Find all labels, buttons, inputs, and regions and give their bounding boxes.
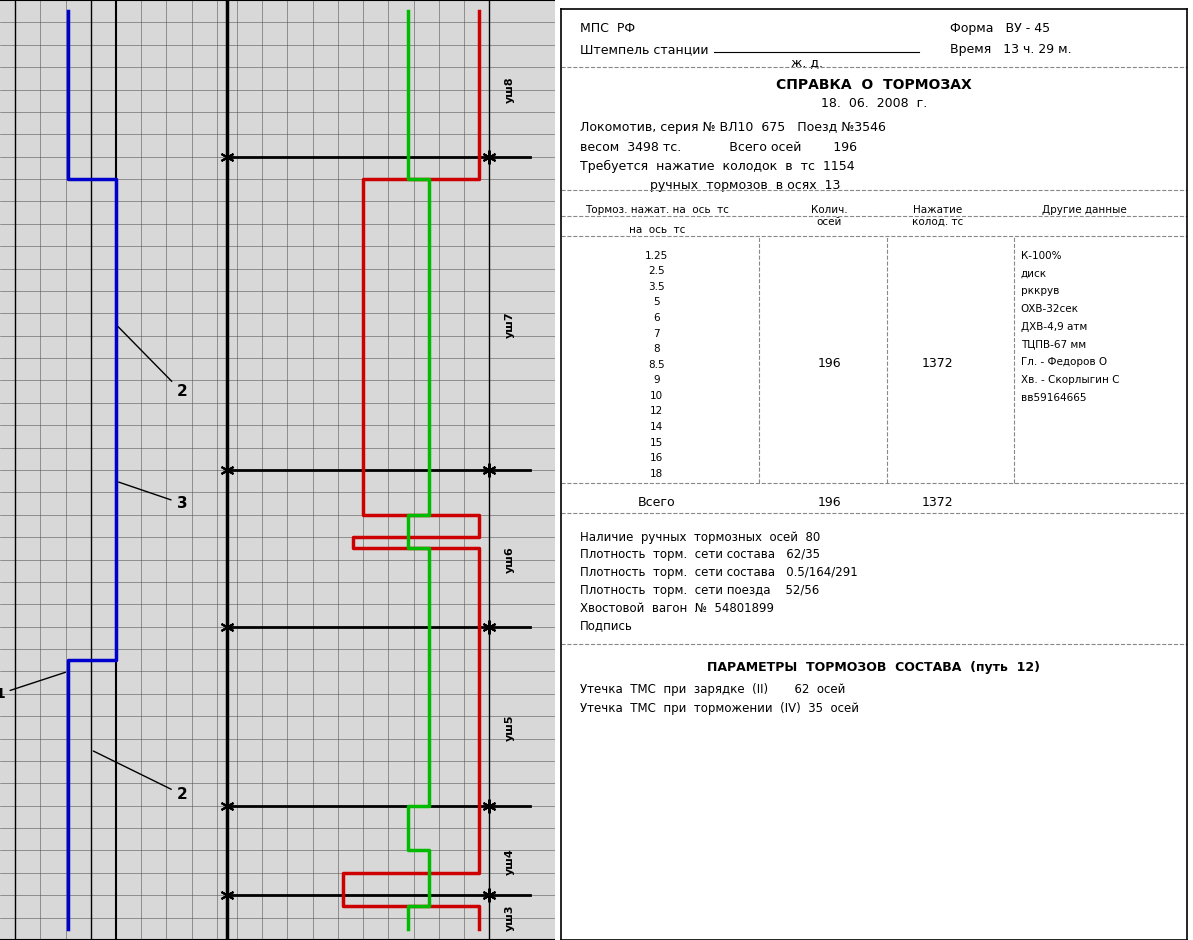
- Text: Форма   ВУ - 45: Форма ВУ - 45: [951, 22, 1051, 35]
- Text: вв59164665: вв59164665: [1021, 393, 1086, 402]
- Text: уш5: уш5: [505, 714, 514, 741]
- Text: 1372: 1372: [922, 496, 953, 509]
- Text: 3.5: 3.5: [649, 282, 666, 292]
- Text: Утечка  ТМС  при  торможении  (IV)  35  осей: Утечка ТМС при торможении (IV) 35 осей: [580, 702, 859, 715]
- Text: Хв. - Скорлыгин С: Хв. - Скорлыгин С: [1021, 375, 1119, 384]
- Text: 1.25: 1.25: [645, 251, 668, 260]
- Text: К-100%: К-100%: [1021, 251, 1061, 260]
- Text: 18.  06.  2008  г.: 18. 06. 2008 г.: [821, 98, 927, 110]
- Text: 10: 10: [650, 391, 663, 400]
- Text: Время   13 ч. 29 м.: Время 13 ч. 29 м.: [951, 43, 1073, 56]
- Text: Плотность  торм.  сети состава   0.5/164/291: Плотность торм. сети состава 0.5/164/291: [580, 566, 858, 579]
- Text: 196: 196: [817, 357, 841, 370]
- Text: 15: 15: [650, 438, 663, 447]
- Text: 8: 8: [654, 344, 660, 354]
- Text: 18: 18: [650, 469, 663, 478]
- Text: 6: 6: [654, 313, 660, 323]
- Text: уш7: уш7: [505, 311, 514, 337]
- Text: Плотность  торм.  сети состава   62/35: Плотность торм. сети состава 62/35: [580, 549, 821, 561]
- Text: Наличие  ручных  тормозных  осей  80: Наличие ручных тормозных осей 80: [580, 531, 821, 543]
- Text: Всего: Всего: [638, 496, 675, 509]
- Text: весом  3498 тс.            Всего осей        196: весом 3498 тс. Всего осей 196: [580, 141, 858, 153]
- Text: Плотность  торм.  сети поезда    52/56: Плотность торм. сети поезда 52/56: [580, 584, 820, 597]
- Text: СПРАВКА  О  ТОРМОЗАХ: СПРАВКА О ТОРМОЗАХ: [775, 78, 972, 92]
- Text: уш6: уш6: [505, 546, 514, 572]
- Text: Колич.
осей: Колич. осей: [811, 206, 847, 227]
- Text: диск: диск: [1021, 269, 1046, 278]
- Text: 1372: 1372: [922, 357, 953, 370]
- Text: ПАРАМЕТРЫ  ТОРМОЗОВ  СОСТАВА  (путь  12): ПАРАМЕТРЫ ТОРМОЗОВ СОСТАВА (путь 12): [707, 661, 1040, 674]
- Text: ручных  тормозов  в осях  13: ручных тормозов в осях 13: [650, 180, 841, 193]
- Text: 196: 196: [817, 496, 841, 509]
- Text: Тормоз. нажат. на  ось  тс: Тормоз. нажат. на ось тс: [585, 206, 729, 215]
- Text: 12: 12: [650, 406, 663, 416]
- Text: Штемпель станции: Штемпель станции: [580, 43, 709, 56]
- Text: Гл. - Федоров О: Гл. - Федоров О: [1021, 357, 1107, 368]
- Text: рккрув: рккрув: [1021, 287, 1059, 296]
- Text: 1: 1: [0, 672, 66, 701]
- Text: Подпись: Подпись: [580, 619, 633, 633]
- Text: ж. д.: ж. д.: [791, 56, 823, 70]
- Text: Нажатие
колод. тс: Нажатие колод. тс: [913, 206, 963, 227]
- Text: ОХВ-32сек: ОХВ-32сек: [1021, 304, 1078, 314]
- Text: 2: 2: [118, 326, 187, 399]
- Text: 2.5: 2.5: [649, 266, 666, 276]
- Text: 16: 16: [650, 453, 663, 463]
- Text: 9: 9: [654, 375, 660, 385]
- Text: МПС  РФ: МПС РФ: [580, 22, 636, 35]
- Text: ДХВ-4,9 атм: ДХВ-4,9 атм: [1021, 321, 1087, 332]
- Text: 8.5: 8.5: [649, 360, 666, 369]
- Text: Другие данные: Другие данные: [1043, 206, 1127, 215]
- Text: Хвостовой  вагон  №  54801899: Хвостовой вагон № 54801899: [580, 602, 774, 615]
- Text: ТЦПВ-67 мм: ТЦПВ-67 мм: [1021, 339, 1086, 350]
- Text: 5: 5: [654, 297, 660, 307]
- Text: на  ось  тс: на ось тс: [629, 225, 685, 235]
- Text: 2: 2: [93, 751, 187, 802]
- Text: Утечка  ТМС  при  зарядке  (II)       62  осей: Утечка ТМС при зарядке (II) 62 осей: [580, 682, 846, 696]
- Text: 3: 3: [118, 482, 187, 511]
- Text: уш8: уш8: [505, 76, 514, 102]
- Text: Локомотив, серия № ВЛ10  675   Поезд №3546: Локомотив, серия № ВЛ10 675 Поезд №3546: [580, 121, 886, 134]
- Text: 14: 14: [650, 422, 663, 432]
- Text: уш4: уш4: [505, 848, 514, 875]
- Text: Требуется  нажатие  колодок  в  тс  1154: Требуется нажатие колодок в тс 1154: [580, 160, 855, 173]
- Text: уш3: уш3: [505, 904, 514, 931]
- Text: 7: 7: [654, 329, 660, 338]
